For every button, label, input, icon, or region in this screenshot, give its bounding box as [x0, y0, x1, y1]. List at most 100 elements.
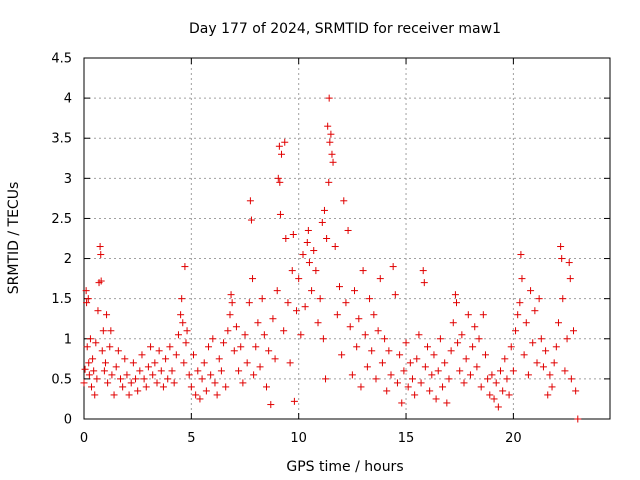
data-point — [112, 363, 120, 371]
data-point — [328, 150, 336, 158]
data-point — [198, 375, 206, 383]
data-point — [507, 343, 515, 351]
data-point — [142, 383, 150, 391]
data-point — [100, 367, 108, 375]
data-point — [518, 275, 526, 283]
data-point — [304, 226, 312, 234]
data-point — [174, 331, 182, 339]
data-point — [488, 371, 496, 379]
data-point — [546, 371, 554, 379]
data-point — [192, 391, 200, 399]
data-point — [432, 395, 440, 403]
data-point — [247, 216, 255, 224]
data-point — [413, 355, 421, 363]
data-point — [147, 343, 155, 351]
data-point — [98, 347, 106, 355]
data-point — [516, 299, 524, 307]
data-point — [527, 287, 535, 295]
data-point — [85, 371, 93, 379]
data-point — [222, 383, 230, 391]
data-point — [80, 379, 88, 387]
data-point — [434, 367, 442, 375]
data-point — [83, 343, 91, 351]
data-point — [155, 347, 163, 355]
data-point — [205, 343, 213, 351]
data-point — [353, 343, 361, 351]
data-point — [121, 355, 129, 363]
data-point — [324, 122, 332, 130]
y-tick-label: 2.5 — [51, 212, 72, 227]
data-point — [533, 359, 541, 367]
data-point — [322, 375, 330, 383]
data-point — [426, 387, 434, 395]
data-point — [301, 303, 309, 311]
data-point — [503, 375, 511, 383]
data-point — [89, 355, 97, 363]
data-point — [284, 299, 292, 307]
data-point — [331, 243, 339, 251]
data-point — [230, 347, 238, 355]
data-point — [110, 391, 118, 399]
data-point — [456, 367, 464, 375]
data-point — [376, 275, 384, 283]
data-point — [99, 327, 107, 335]
data-point — [348, 371, 356, 379]
data-point — [554, 319, 562, 327]
data-point — [441, 359, 449, 367]
data-point — [85, 359, 93, 367]
data-point — [323, 235, 331, 242]
data-point — [258, 295, 266, 303]
data-point — [404, 383, 412, 391]
data-point — [129, 359, 137, 367]
data-point — [227, 291, 235, 299]
data-point — [114, 347, 122, 355]
data-point — [486, 391, 494, 399]
y-tick-label: 1.5 — [51, 292, 72, 307]
data-point — [90, 367, 98, 375]
data-point — [164, 375, 172, 383]
data-point — [517, 251, 525, 259]
data-point — [86, 335, 94, 343]
data-point — [420, 279, 428, 287]
data-point — [475, 335, 483, 343]
data-point — [497, 367, 505, 375]
data-point — [333, 311, 341, 319]
data-point — [447, 347, 455, 355]
data-point — [273, 287, 281, 295]
y-tick-label: 0.5 — [51, 372, 72, 387]
data-point — [274, 174, 282, 182]
data-point — [125, 391, 133, 399]
data-point — [574, 415, 582, 423]
data-point — [308, 287, 316, 295]
data-point — [408, 375, 416, 383]
data-point — [305, 259, 313, 267]
data-point — [269, 315, 277, 323]
data-point — [81, 365, 89, 373]
data-point — [391, 291, 399, 299]
data-point — [250, 371, 258, 379]
data-point — [267, 401, 275, 409]
data-point — [138, 351, 146, 359]
data-point — [246, 197, 254, 205]
data-point — [211, 379, 219, 387]
data-point — [340, 197, 348, 205]
data-point — [88, 383, 96, 391]
data-point — [97, 277, 105, 285]
data-point — [217, 367, 225, 375]
data-point — [180, 359, 188, 367]
data-point — [484, 375, 492, 383]
data-point — [82, 287, 90, 295]
data-point — [84, 295, 92, 303]
y-axis-title: SRMTID / TECUs — [6, 182, 22, 295]
data-point — [92, 339, 100, 347]
data-point — [411, 391, 419, 399]
data-point — [207, 371, 215, 379]
x-axis-title: GPS time / hours — [286, 459, 403, 475]
data-point — [477, 383, 485, 391]
data-point — [552, 343, 560, 351]
y-tick-label: 4.5 — [51, 52, 72, 67]
data-point — [252, 343, 260, 351]
data-point — [529, 339, 537, 347]
data-point — [398, 399, 406, 407]
data-point — [421, 363, 429, 371]
